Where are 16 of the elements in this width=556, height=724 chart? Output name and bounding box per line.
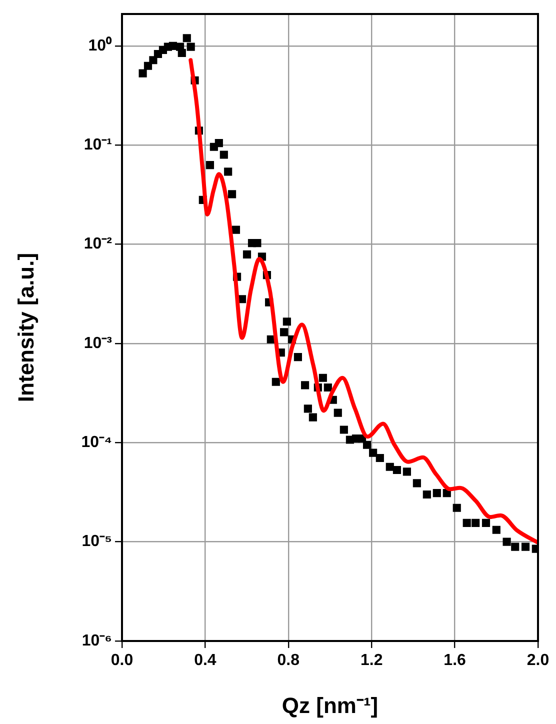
x-tick-label: 0.4 [194,652,216,670]
line-series [188,58,538,545]
x-tick-label: 0.0 [110,652,134,670]
x-tick-label: 2.0 [526,652,550,670]
y-tick-label: 10⁻³ [84,334,112,352]
y-tick-label: 10⁻¹ [84,136,112,154]
y-tick-label: 10⁻⁴ [81,434,112,452]
x-tick-label: 1.6 [444,652,466,670]
x-axis-title: Qz [nm⁻¹] [282,692,378,718]
y-tick-label: 10⁰ [88,36,112,54]
y-tick-label: 10⁻² [84,236,112,253]
y-tick-label: 10⁻⁵ [82,533,112,550]
y-tick-label: 10⁻⁶ [82,632,112,650]
y-axis-title: Intensity [a.u.] [13,252,38,402]
x-tick-label: 0.8 [277,652,300,670]
x-tick-label: 1.2 [360,652,383,670]
